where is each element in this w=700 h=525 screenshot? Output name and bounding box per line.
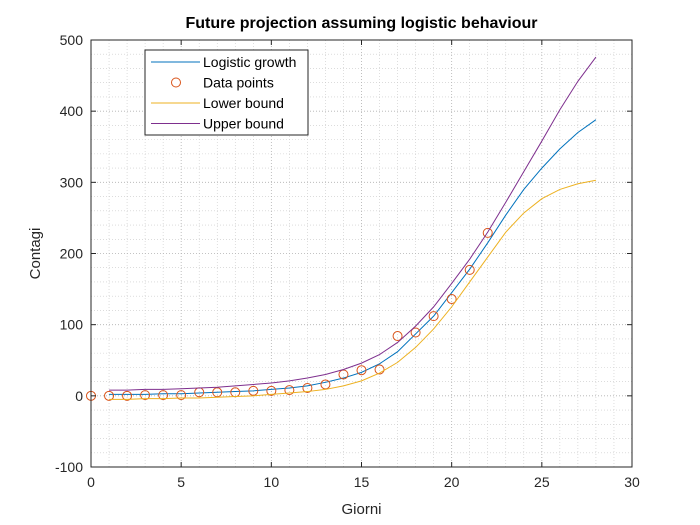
x-tick-label: 20 [444, 474, 460, 490]
data-point [302, 383, 313, 394]
legend-label-upper-bound: Upper bound [203, 116, 284, 132]
lower-bound-line [109, 179, 597, 400]
data-point [284, 385, 295, 396]
x-tick-label: 10 [264, 474, 280, 490]
x-tick-label: 0 [87, 474, 95, 490]
y-tick-label: 200 [60, 246, 84, 262]
data-point [410, 327, 421, 338]
series-layer [86, 56, 597, 401]
data-point [176, 390, 187, 401]
x-tick-label: 25 [534, 474, 550, 490]
data-point [428, 311, 439, 322]
y-axis-label: Contagi [27, 228, 44, 280]
data-point [140, 390, 151, 401]
data-point [158, 390, 169, 401]
data-point [374, 364, 385, 375]
y-tick-label: -100 [55, 459, 83, 475]
x-axis: 0 5 10 15 20 25 30 [87, 40, 640, 490]
legend: Logistic growth Data points Lower bound Upp… [144, 49, 309, 136]
x-tick-label: 5 [177, 474, 185, 490]
legend-label-data-points: Data points [203, 75, 274, 91]
data-point [356, 365, 367, 376]
y-tick-label: 300 [60, 174, 84, 190]
data-point [464, 264, 475, 275]
x-axis-label: Giorni [341, 501, 381, 518]
legend-label-logistic-growth: Logistic growth [203, 54, 296, 70]
y-axis: -100 0 100 200 300 400 500 [55, 32, 632, 475]
chart-title: Future projection assuming logistic beha… [185, 15, 537, 32]
x-tick-label: 30 [624, 474, 640, 490]
data-point [104, 390, 115, 401]
logistic-growth-line [109, 119, 597, 395]
y-tick-label: 500 [60, 32, 84, 48]
data-point [266, 385, 277, 396]
y-tick-label: 400 [60, 103, 84, 119]
data-point [392, 331, 403, 342]
x-tick-label: 15 [354, 474, 370, 490]
y-tick-label: 100 [60, 317, 84, 333]
data-point [446, 294, 457, 305]
y-tick-label: 0 [75, 388, 83, 404]
data-point [122, 390, 133, 401]
legend-box [144, 49, 309, 136]
legend-label-lower-bound: Lower bound [203, 95, 284, 111]
upper-bound-line [109, 56, 597, 391]
data-point [482, 227, 493, 238]
legend-marker-data-points [171, 77, 181, 88]
